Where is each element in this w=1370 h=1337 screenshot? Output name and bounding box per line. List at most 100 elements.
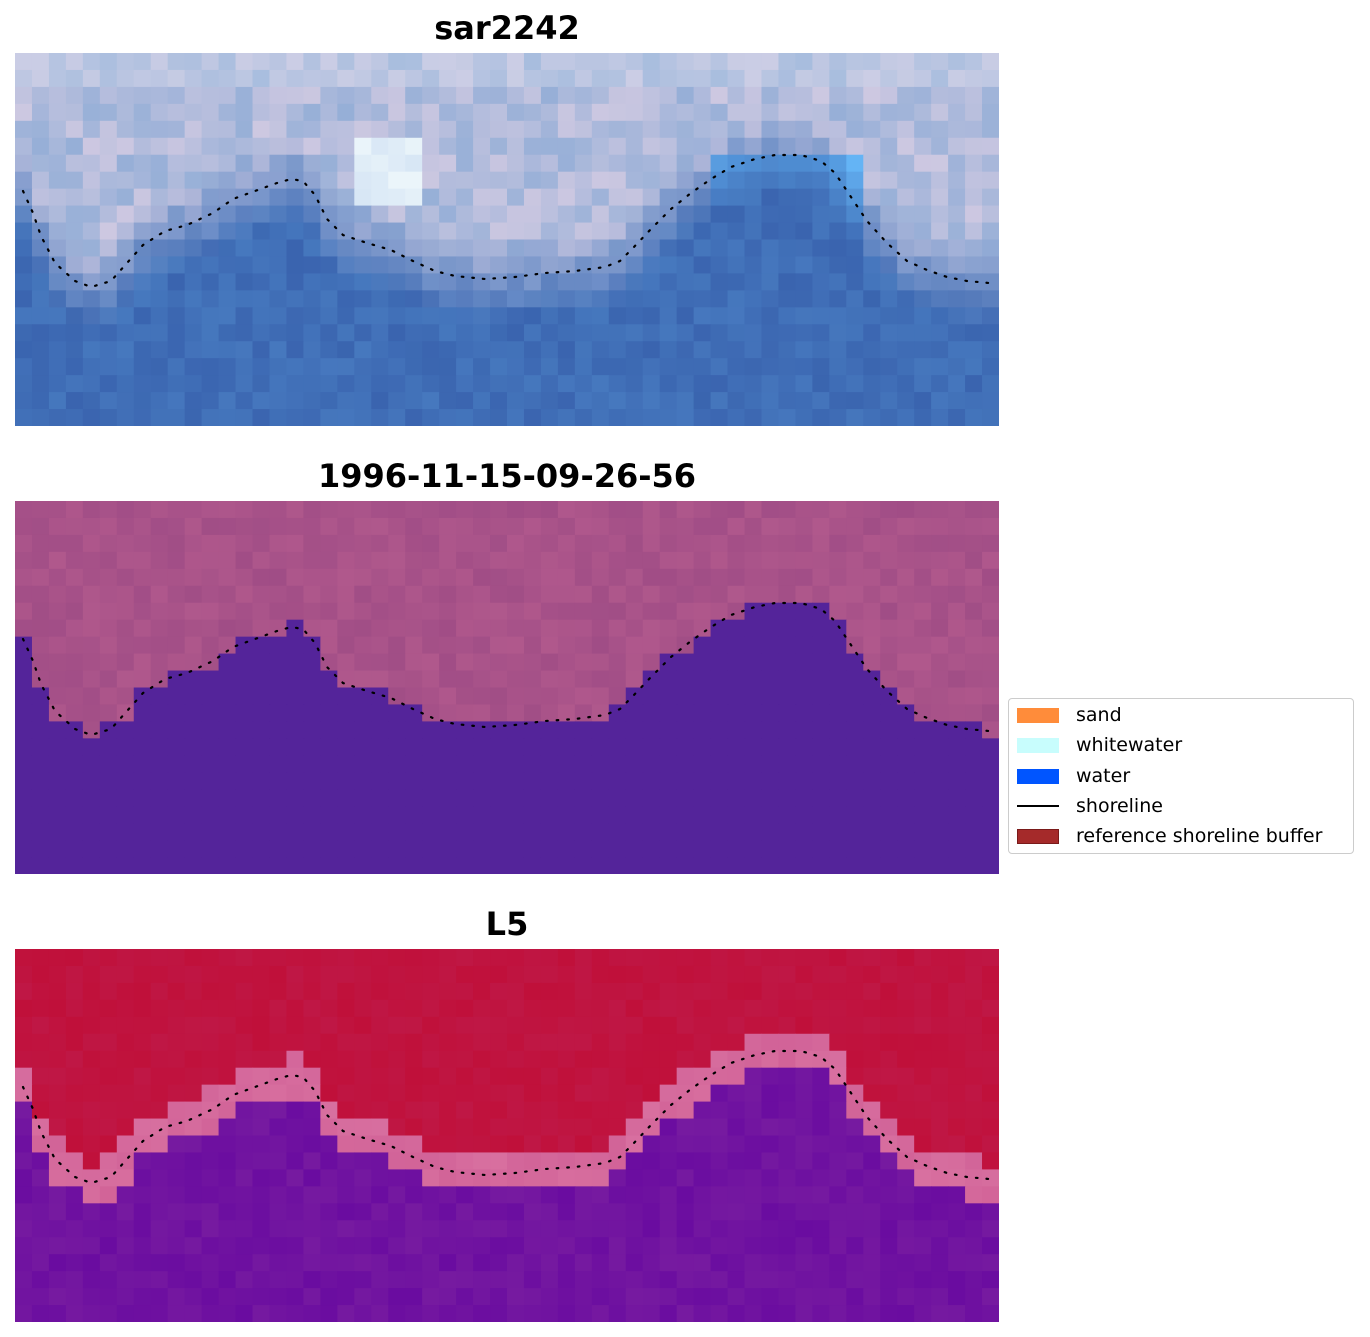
image-pixel	[625, 358, 644, 376]
image-pixel	[439, 239, 457, 258]
image-pixel	[31, 982, 50, 1001]
image-pixel	[625, 823, 644, 841]
image-pixel	[897, 1016, 915, 1035]
image-pixel	[184, 1152, 203, 1170]
image-pixel	[184, 307, 203, 325]
image-pixel	[574, 517, 593, 536]
image-pixel	[507, 171, 525, 190]
image-pixel	[473, 534, 491, 553]
image-pixel	[15, 171, 33, 190]
image-pixel	[439, 1067, 457, 1086]
image-pixel	[914, 120, 932, 139]
image-pixel	[218, 1169, 237, 1187]
image-pixel	[167, 568, 186, 587]
image-pixel	[642, 999, 661, 1018]
image-pixel	[880, 154, 898, 173]
image-pixel	[82, 982, 101, 1001]
image-pixel	[948, 687, 966, 706]
image-pixel	[82, 772, 101, 790]
image-pixel	[405, 1237, 423, 1255]
image-pixel	[795, 1237, 813, 1255]
image-pixel	[727, 670, 746, 689]
image-pixel	[948, 103, 966, 122]
image-pixel	[710, 273, 729, 291]
image-pixel	[507, 636, 525, 655]
image-pixel	[557, 551, 576, 570]
image-pixel	[507, 358, 525, 376]
image-pixel	[507, 341, 525, 359]
image-pixel	[473, 636, 491, 655]
image-pixel	[167, 392, 186, 410]
image-pixel	[540, 755, 559, 773]
image-pixel	[880, 965, 898, 984]
image-pixel	[608, 1288, 627, 1306]
image-pixel	[829, 965, 847, 984]
image-pixel	[897, 1288, 915, 1306]
image-pixel	[184, 738, 203, 756]
image-pixel	[405, 982, 423, 1001]
image-pixel	[439, 755, 457, 773]
image-pixel	[727, 1050, 746, 1069]
image-pixel	[761, 273, 780, 291]
image-pixel	[439, 307, 457, 325]
image-pixel	[744, 517, 763, 536]
image-pixel	[337, 704, 355, 722]
image-pixel	[591, 1254, 610, 1272]
image-pixel	[31, 1050, 50, 1069]
image-pixel	[507, 755, 525, 773]
image-pixel	[812, 1118, 830, 1137]
image-pixel	[897, 86, 915, 105]
image-pixel	[354, 585, 372, 604]
image-pixel	[574, 738, 593, 756]
image-pixel	[184, 982, 203, 1001]
image-pixel	[540, 1237, 559, 1255]
image-pixel	[286, 772, 305, 790]
image-pixel	[914, 205, 932, 224]
image-pixel	[676, 1305, 695, 1322]
image-pixel	[201, 840, 220, 858]
image-pixel	[523, 823, 542, 841]
image-pixel	[150, 103, 169, 122]
image-pixel	[948, 721, 966, 739]
image-pixel	[982, 1305, 999, 1322]
image-pixel	[269, 358, 288, 376]
image-pixel	[99, 1271, 118, 1289]
image-pixel	[693, 1016, 712, 1035]
image-pixel	[218, 1186, 237, 1204]
image-pixel	[507, 585, 525, 604]
image-pixel	[778, 1101, 797, 1120]
image-pixel	[235, 1050, 254, 1069]
image-pixel	[574, 154, 593, 173]
image-pixel	[710, 409, 729, 426]
image-pixel	[914, 341, 932, 359]
image-pixel	[286, 154, 305, 173]
image-pixel	[422, 823, 440, 841]
image-pixel	[371, 307, 389, 325]
image-pixel	[897, 1169, 915, 1187]
image-pixel	[235, 687, 254, 706]
image-pixel	[15, 1305, 33, 1322]
image-pixel	[473, 1237, 491, 1255]
image-pixel	[608, 772, 627, 790]
image-pixel	[99, 1237, 118, 1255]
image-pixel	[15, 392, 33, 410]
image-pixel	[829, 392, 847, 410]
image-pixel	[422, 687, 440, 706]
image-pixel	[931, 86, 949, 105]
image-pixel	[897, 171, 915, 190]
image-pixel	[269, 840, 288, 858]
image-pixel	[82, 154, 101, 173]
image-pixel	[659, 619, 678, 638]
image-pixel	[150, 86, 169, 105]
image-pixel	[897, 120, 915, 139]
image-pixel	[99, 307, 118, 325]
image-pixel	[167, 120, 186, 139]
image-pixel	[252, 840, 271, 858]
image-pixel	[507, 619, 525, 638]
image-pixel	[761, 982, 780, 1001]
image-pixel	[303, 602, 321, 621]
image-pixel	[778, 103, 797, 122]
image-pixel	[15, 789, 33, 807]
image-pixel	[303, 619, 321, 638]
image-pixel	[82, 949, 101, 967]
